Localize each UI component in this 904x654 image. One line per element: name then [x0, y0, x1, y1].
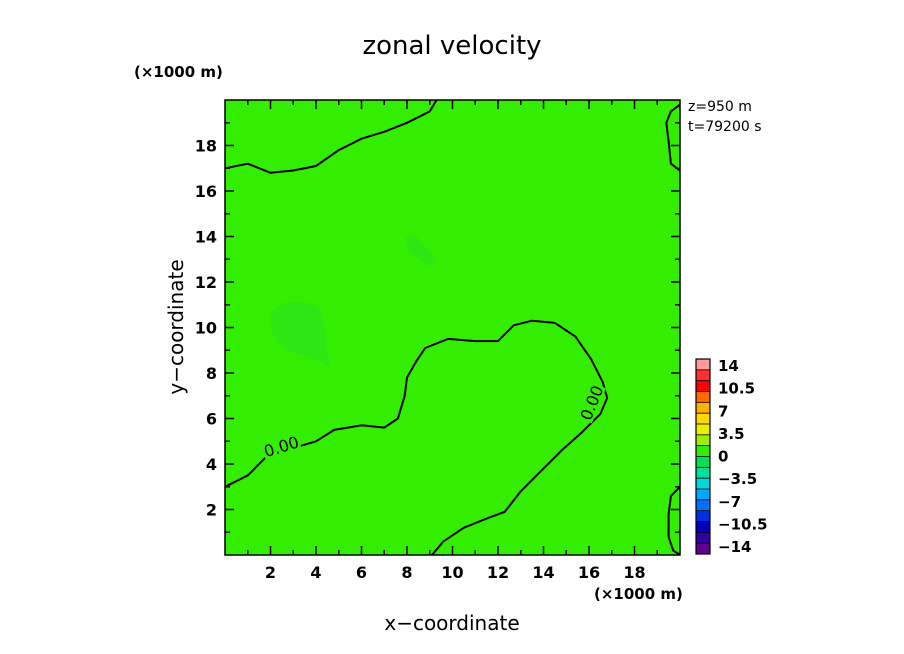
y-tick-label-10: 10: [195, 319, 217, 338]
colorbar-labels: 14 10.5 7 3.5 0 −3.5 −7 −10.5 −14: [718, 357, 768, 556]
colorbar-segment-2: [696, 380, 710, 392]
y-unit-label: (×1000 m): [134, 63, 223, 81]
y-tick-label-8: 8: [206, 364, 217, 383]
contour-lines: [224, 99, 681, 556]
x-tick-label-12: 12: [487, 563, 509, 582]
y-tick-label-4: 4: [206, 455, 217, 474]
colorbar-segment-5: [696, 413, 710, 425]
colorbar-label-2: 7: [718, 402, 728, 420]
colorbar-segment-11: [696, 478, 710, 490]
plot-area: 0.00 0.00: [224, 99, 681, 556]
x-unit-label: (×1000 m): [594, 585, 683, 603]
y-tick-label-14: 14: [195, 228, 217, 247]
colorbar-label-3: 3.5: [718, 425, 745, 443]
y-tick-label-2: 2: [206, 501, 217, 520]
x-tick-label-4: 4: [310, 563, 321, 582]
colorbar-segment-3: [696, 391, 710, 403]
colorbar-segment-17: [696, 543, 710, 555]
colorbar-segment-9: [696, 456, 710, 468]
contour-upper: [224, 99, 438, 174]
weak-region-blob-right: [404, 234, 439, 267]
colorbar-segment-8: [696, 445, 710, 457]
colorbar: [695, 358, 711, 555]
colorbar-label-5: −3.5: [718, 470, 757, 488]
colorbar-segment-13: [696, 499, 710, 511]
x-tick-label-10: 10: [441, 563, 463, 582]
y-tick-label-12: 12: [195, 273, 217, 292]
contour-right-bottom: [667, 486, 681, 556]
colorbar-segment-15: [696, 521, 710, 533]
colorbar-frame: [695, 358, 711, 555]
colorbar-segment-7: [696, 434, 710, 446]
x-axis-label: x−coordinate: [384, 611, 519, 635]
contour-label-bg: [577, 382, 606, 424]
y-tick-label-6: 6: [206, 410, 217, 429]
contour-label-bg: [261, 434, 302, 460]
x-tick-label-2: 2: [265, 563, 276, 582]
info-t: t=79200 s: [688, 119, 762, 135]
chart-title: zonal velocity: [362, 31, 541, 61]
colorbar-label-6: −7: [718, 493, 741, 511]
colorbar-segment-12: [696, 489, 710, 501]
colorbar-segment-4: [696, 402, 710, 414]
weak-regions: [270, 234, 439, 367]
y-tick-label-16: 16: [195, 182, 217, 201]
colorbar-label-4: 0: [718, 448, 728, 466]
colorbar-segment-10: [696, 467, 710, 479]
colorbar-label-8: −14: [718, 538, 751, 556]
x-tick-label-8: 8: [401, 563, 412, 582]
x-tick-label-14: 14: [532, 563, 554, 582]
tick-marks: [225, 100, 680, 555]
colorbar-label-7: −10.5: [718, 515, 768, 533]
x-tick-label-6: 6: [356, 563, 367, 582]
y-axis-label: y−coordinate: [164, 259, 188, 394]
colorbar-segment-1: [696, 369, 710, 381]
colorbar-label-0: 14: [718, 357, 739, 375]
colorbar-segment-0: [696, 359, 710, 371]
y-tick-labels: 2 4 6 8 10 12 14 16 18: [195, 137, 217, 520]
info-z: z=950 m: [688, 99, 752, 115]
y-tick-label-18: 18: [195, 137, 217, 156]
x-tick-labels: 2 4 6 8 10 12 14 16 18: [265, 563, 646, 582]
x-tick-label-18: 18: [623, 563, 645, 582]
contour-middle: [224, 319, 609, 556]
contour-right-top: [665, 103, 681, 172]
colorbar-segment-16: [696, 532, 710, 544]
x-tick-label-16: 16: [578, 563, 600, 582]
colorbar-label-1: 10.5: [718, 380, 755, 398]
colorbar-segment-6: [696, 424, 710, 436]
weak-region-blob-left: [270, 302, 330, 367]
colorbar-segment-14: [696, 510, 710, 522]
